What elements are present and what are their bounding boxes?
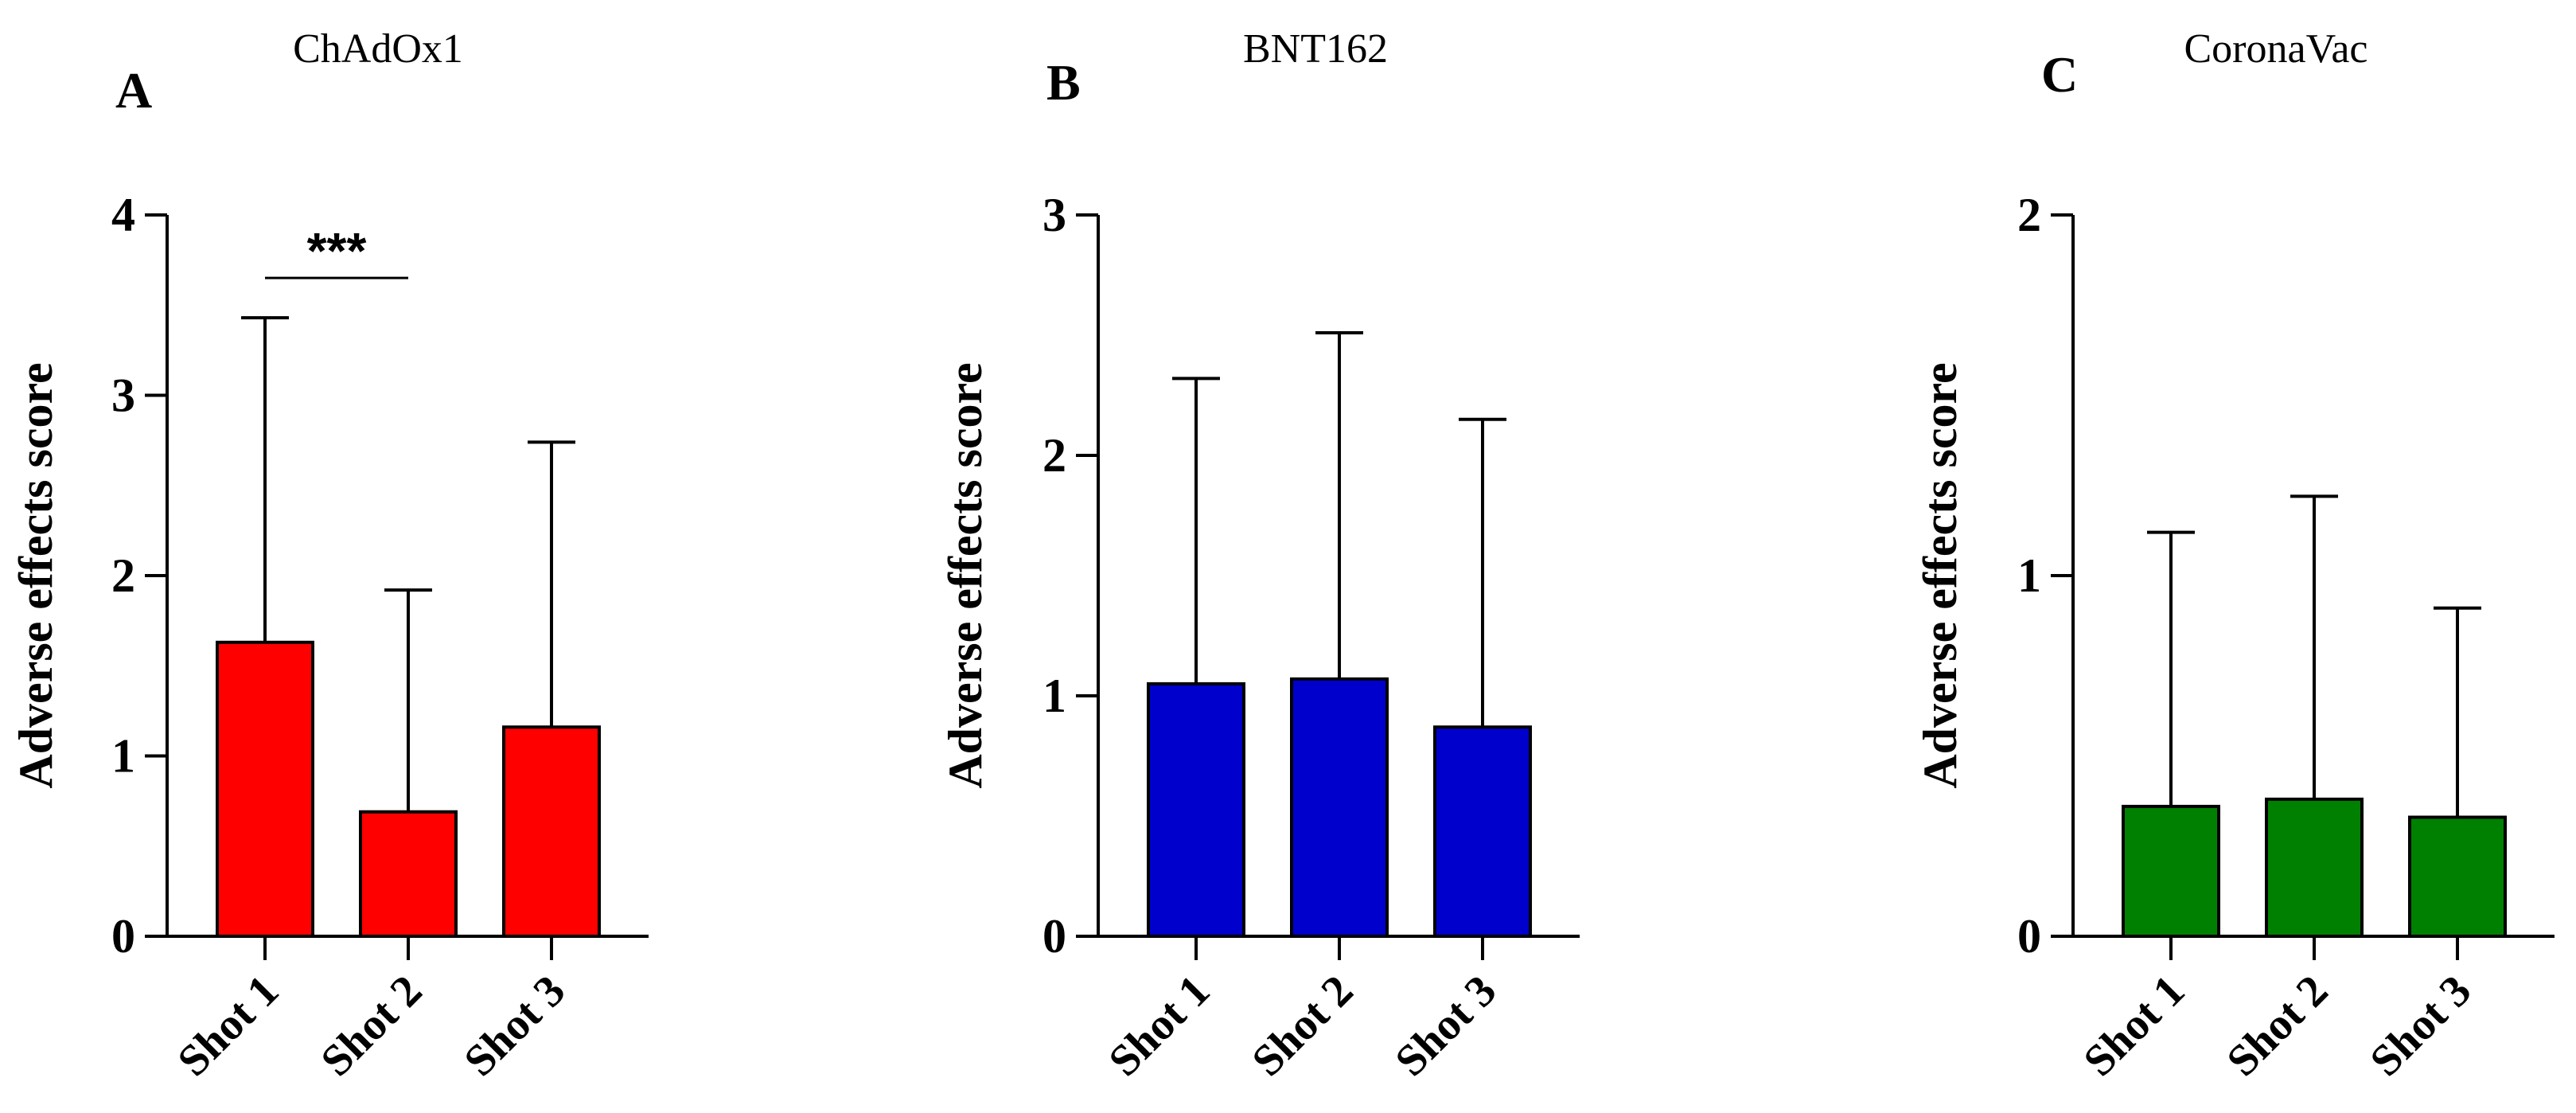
x-tick-label: Shot 3 xyxy=(2361,966,2481,1086)
y-tick-label: 0 xyxy=(2017,910,2041,963)
y-tick-label: 1 xyxy=(111,730,135,783)
y-tick-label: 2 xyxy=(111,549,135,602)
x-tick-label: Shot 2 xyxy=(1243,966,1363,1086)
y-axis-label: Adverse effects score xyxy=(939,362,992,788)
x-tick-label: Shot 3 xyxy=(455,966,575,1086)
y-tick-label: 0 xyxy=(111,910,135,963)
bar-shot-2 xyxy=(2265,797,2364,938)
y-tick-label: 2 xyxy=(1042,429,1066,482)
x-tick-label: Shot 2 xyxy=(2218,966,2338,1086)
bar-shot-1 xyxy=(1147,681,1245,939)
bar-shot-2 xyxy=(1290,677,1389,938)
chart-panel-a: A ChAdOx1 Adverse effects score 0 1 2 3 4 Shot 1… xyxy=(10,26,649,1086)
x-tick-label: Shot 1 xyxy=(2075,966,2195,1086)
y-tick-label: 1 xyxy=(1042,670,1066,722)
bar-shot-1 xyxy=(2122,804,2220,938)
y-tick-label: 2 xyxy=(2017,189,2041,241)
y-axis-label: Adverse effects score xyxy=(10,362,62,788)
y-tick-label: 1 xyxy=(2017,549,2041,602)
y-tick-label: 3 xyxy=(111,369,135,422)
y-axis-label: Adverse effects score xyxy=(1914,362,1966,788)
y-tick-label: 0 xyxy=(1042,910,1066,963)
chart-title: BNT162 xyxy=(1243,26,1388,72)
y-tick-label: 4 xyxy=(111,189,135,241)
panel-letter: C xyxy=(2041,46,2078,103)
bar-shot-3 xyxy=(2408,815,2507,939)
panel-letter: A xyxy=(115,62,152,119)
significance-label: *** xyxy=(307,222,367,279)
x-tick-label: Shot 1 xyxy=(169,966,289,1086)
y-tick-label: 3 xyxy=(1042,189,1066,241)
panel-letter: B xyxy=(1046,54,1081,111)
bar-shot-2 xyxy=(359,810,458,939)
x-tick-label: Shot 3 xyxy=(1386,966,1506,1086)
chart-title: CoronaVac xyxy=(2184,26,2368,72)
bar-shot-3 xyxy=(502,725,601,938)
bar-shot-1 xyxy=(216,640,314,938)
chart-title: ChAdOx1 xyxy=(293,26,463,72)
chart-panel-c: C CoronaVac Adverse effects score 0 1 2 Shot 1… xyxy=(1914,26,2555,1086)
x-tick-label: Shot 2 xyxy=(312,966,432,1086)
x-tick-label: Shot 1 xyxy=(1100,966,1220,1086)
bar-shot-3 xyxy=(1433,725,1532,938)
